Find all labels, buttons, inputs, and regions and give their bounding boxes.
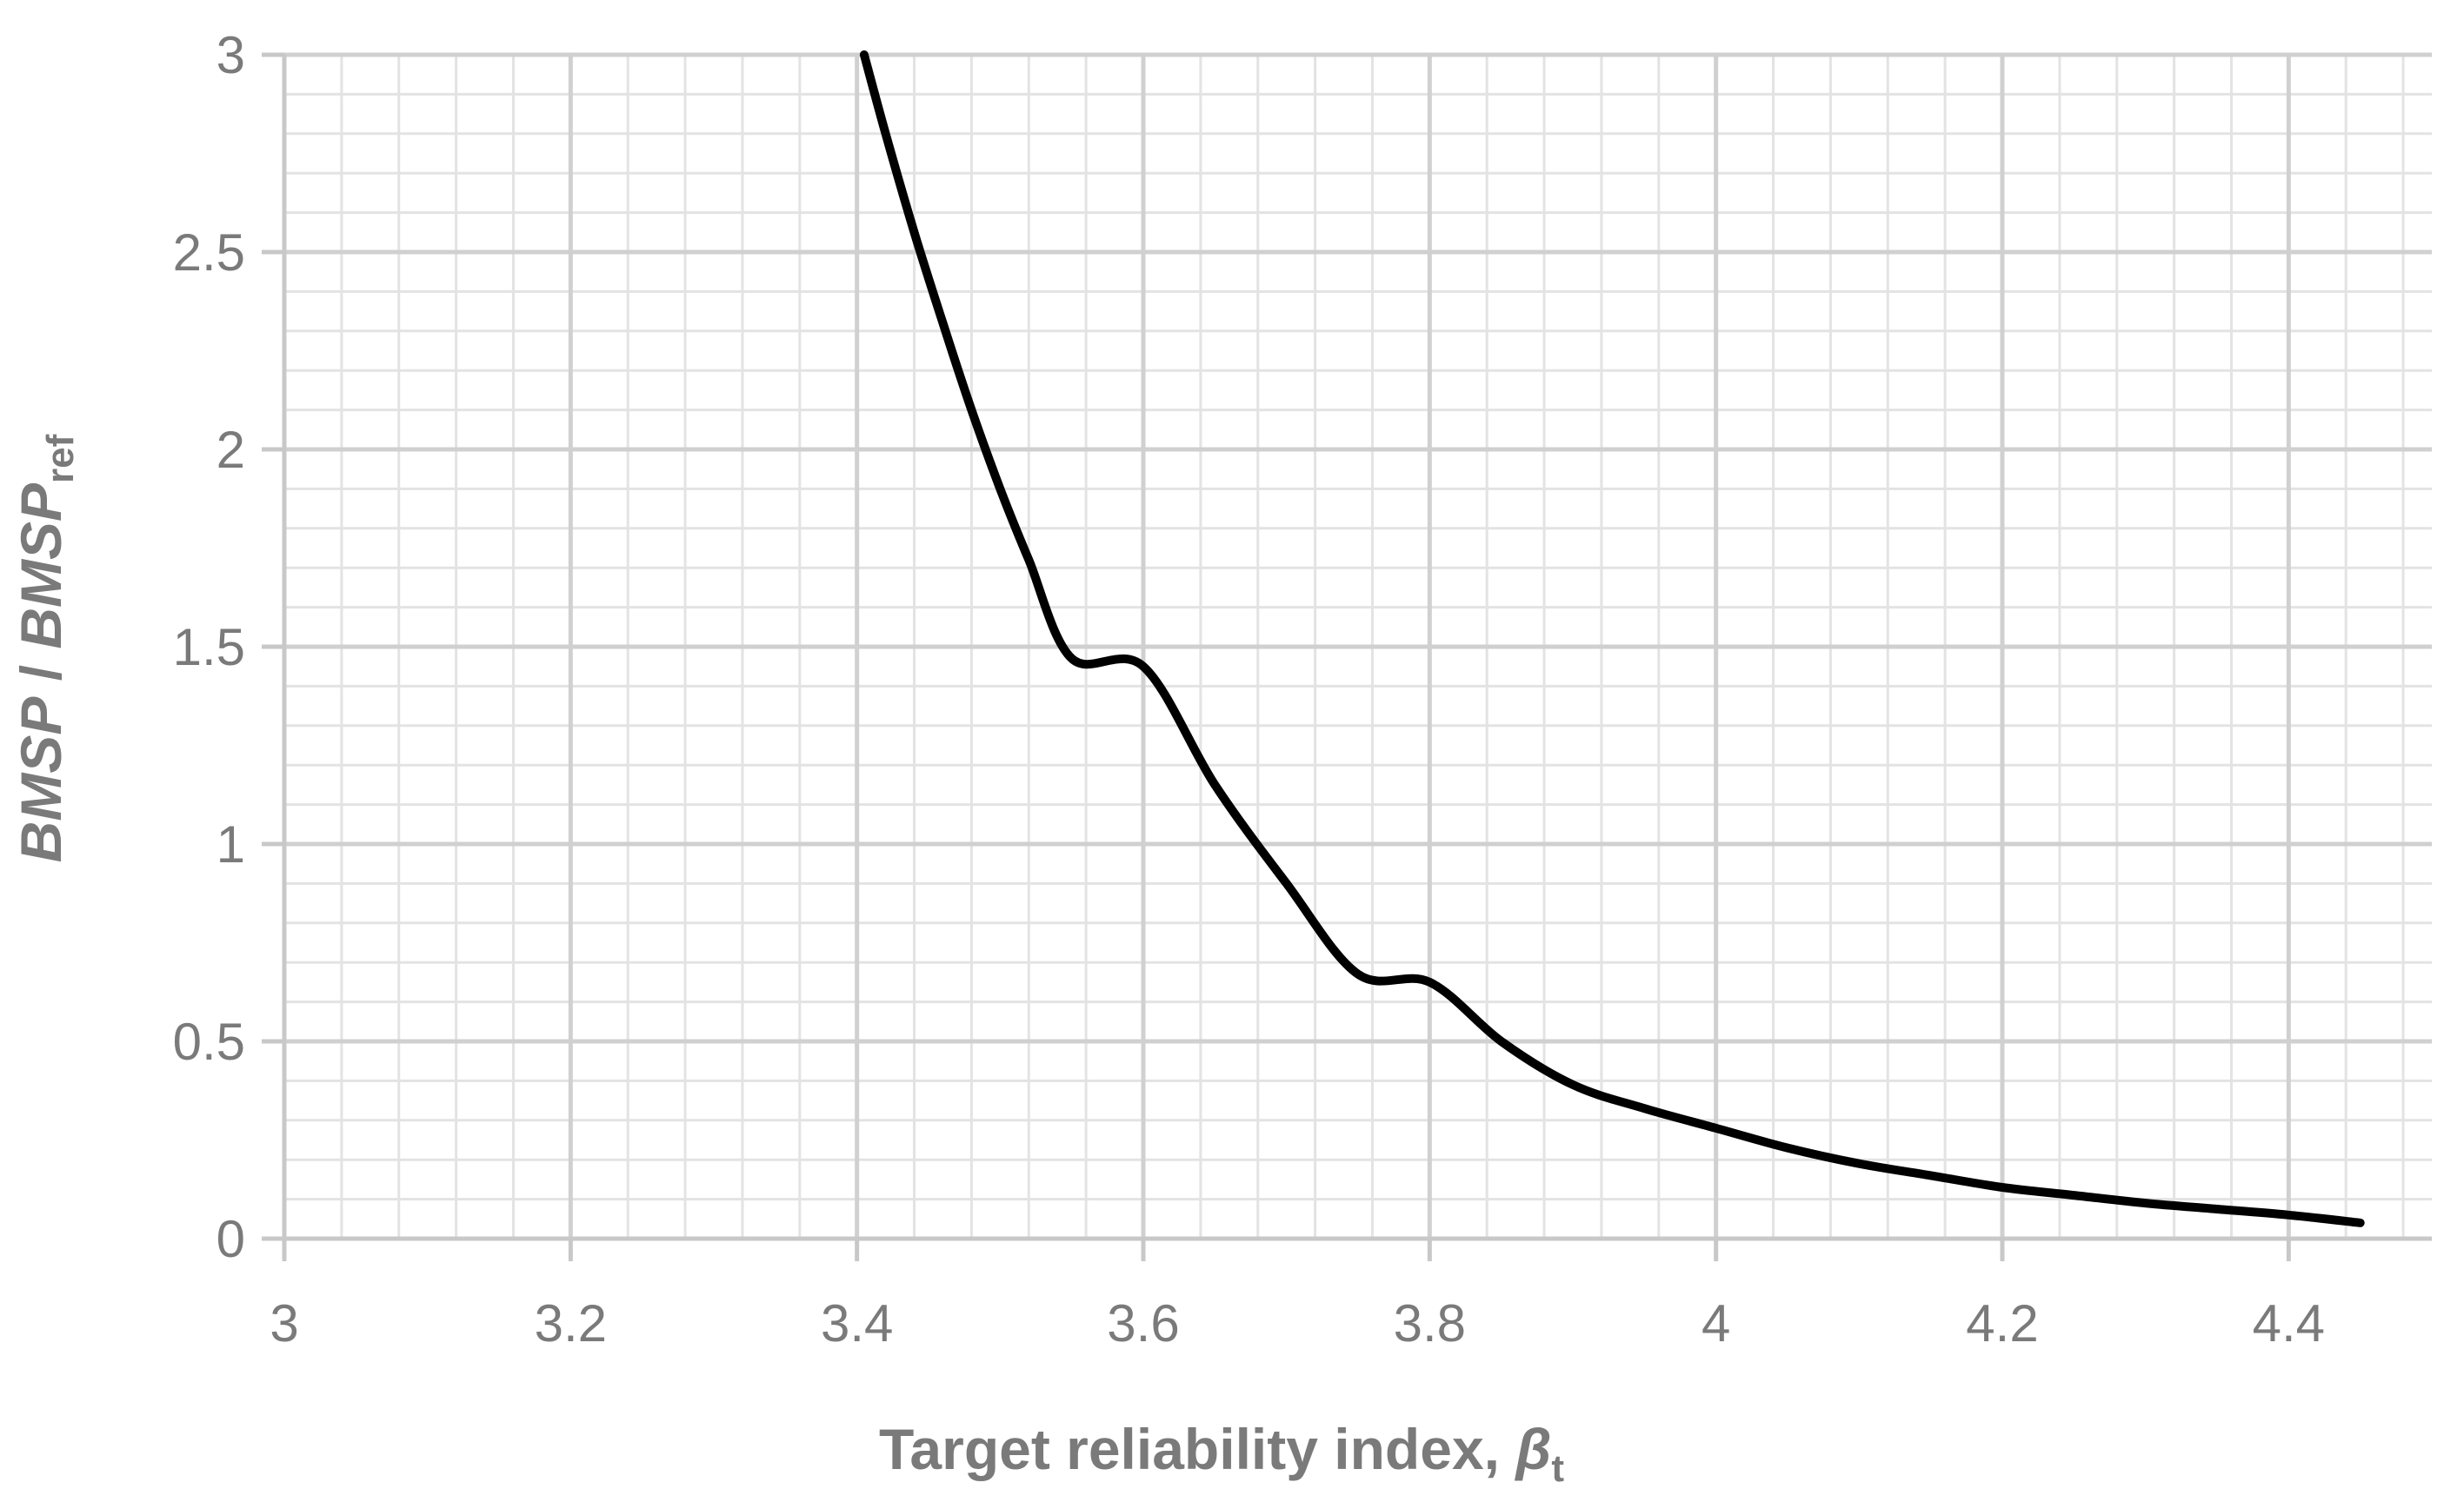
x-tick-label: 4 [1701,1294,1730,1353]
major-gridlines [284,52,2432,1239]
y-tick-label: 3 [216,26,245,84]
x-axis-title-subscript: t [1551,1447,1564,1489]
y-tick-label: 2 [216,421,245,479]
y-tick-label: 1.5 [173,618,245,676]
series-group [859,50,2365,1227]
x-tick-label: 4.2 [1966,1294,2038,1353]
y-axis-title-separator: / [9,649,73,697]
y-tick-label: 0.5 [173,1013,245,1071]
y-tick-label: 2.5 [173,223,245,282]
series-line [859,50,2365,1227]
x-tick-label: 4.4 [2253,1294,2325,1353]
x-axis-title: Target reliability index, βt [879,1417,1564,1489]
y-axis-title-part2: BMSP [9,482,73,649]
x-tick-labels: 3 3.2 3.4 3.6 3.8 4 4.2 4.4 [270,1294,2325,1353]
x-axis-title-main: Target reliability index, [879,1417,1515,1481]
y-axis-title-part1: BMSP [9,696,73,863]
x-tick-label: 3.8 [1394,1294,1466,1353]
x-tick-label: 3.2 [535,1294,607,1353]
y-tick-label: 1 [216,815,245,874]
axes [262,52,2432,1261]
y-axis-title-subscript: ref [39,434,82,483]
x-axis-title-symbol: β [1514,1417,1551,1481]
y-axis-title: BMSP / BMSPref [9,434,82,862]
y-tick-label: 0 [216,1210,245,1268]
y-tick-labels: 0 0.5 1 1.5 2 2.5 3 [173,26,245,1268]
x-tick-label: 3 [270,1294,298,1353]
x-tick-label: 3.4 [821,1294,893,1353]
x-tick-label: 3.6 [1107,1294,1179,1353]
